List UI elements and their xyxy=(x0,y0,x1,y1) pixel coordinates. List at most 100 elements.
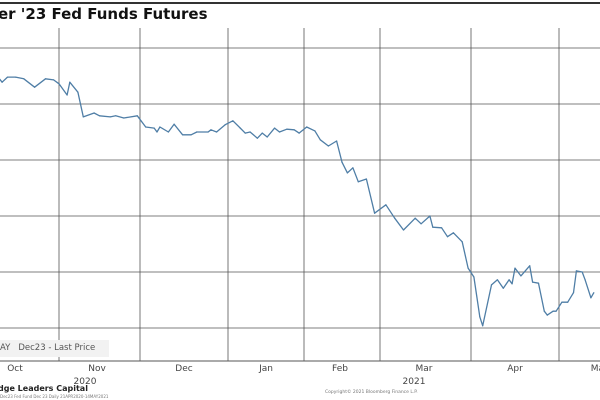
data-point xyxy=(584,279,586,281)
footer-copyright: Copyright© 2021 Bloomberg Finance L.P. xyxy=(325,390,418,395)
data-point xyxy=(537,282,540,284)
data-point xyxy=(239,127,241,129)
data-point xyxy=(532,281,534,283)
data-point xyxy=(210,129,212,131)
data-point xyxy=(232,120,234,122)
data-point xyxy=(555,310,557,312)
data-point xyxy=(306,126,308,128)
data-point xyxy=(529,265,531,267)
data-point xyxy=(82,116,84,118)
data-point xyxy=(261,132,263,134)
data-point xyxy=(123,117,125,119)
data-point xyxy=(432,226,434,228)
data-point xyxy=(115,115,117,117)
data-point xyxy=(429,215,431,217)
data-point xyxy=(346,172,348,174)
data-point xyxy=(590,297,592,299)
data-point xyxy=(224,124,226,126)
data-point xyxy=(196,131,198,133)
data-point xyxy=(575,270,578,272)
data-point xyxy=(15,76,17,78)
data-point xyxy=(23,78,25,80)
data-point xyxy=(53,79,55,81)
data-point xyxy=(1,81,3,83)
data-point xyxy=(336,140,338,142)
data-point xyxy=(286,128,288,130)
data-point xyxy=(182,134,184,136)
data-point xyxy=(520,275,522,277)
data-point xyxy=(173,123,175,125)
data-point xyxy=(93,112,95,114)
data-point xyxy=(552,310,554,312)
data-point xyxy=(543,310,545,312)
data-point xyxy=(98,115,101,117)
data-point xyxy=(441,227,443,229)
data-point xyxy=(479,316,481,318)
x-tick-label-feb: Feb xyxy=(332,364,348,374)
data-point xyxy=(385,204,387,206)
data-point xyxy=(374,212,376,214)
x-tick-label-apr: Apr xyxy=(507,364,523,374)
data-point xyxy=(561,301,563,303)
data-point xyxy=(394,217,396,219)
data-point xyxy=(581,271,583,273)
data-point xyxy=(461,241,463,243)
x-tick-label-dec: Dec xyxy=(175,364,193,374)
data-point xyxy=(136,115,138,117)
data-point xyxy=(341,161,343,163)
plot-area xyxy=(0,28,600,362)
data-point xyxy=(190,134,192,136)
data-point xyxy=(572,292,575,294)
data-point xyxy=(402,229,405,231)
data-point xyxy=(502,287,504,289)
data-point xyxy=(511,283,513,285)
data-point xyxy=(156,131,158,133)
x-tick-label-oct: Oct xyxy=(7,364,23,374)
data-point xyxy=(490,284,493,286)
footer-company-name: dge Leaders Capital xyxy=(0,384,88,393)
data-point xyxy=(467,267,469,269)
data-point xyxy=(482,325,484,327)
data-point xyxy=(278,131,281,133)
data-point xyxy=(249,131,251,133)
data-point xyxy=(546,314,548,316)
data-point xyxy=(216,131,218,133)
footer-chart-info: Dec23 Fed Fund Dec 23 Daily 21APR2020-14… xyxy=(0,394,109,399)
data-point xyxy=(44,78,47,80)
x-tick-label-mar: Mar xyxy=(415,364,433,374)
data-point xyxy=(153,127,155,129)
data-point xyxy=(293,129,295,131)
chart-title: er '23 Fed Funds Futures xyxy=(0,5,208,23)
data-point xyxy=(256,137,258,139)
data-point xyxy=(327,145,329,147)
data-point xyxy=(244,132,246,134)
data-point xyxy=(452,232,454,234)
x-tick-label-nov: Nov xyxy=(88,364,106,374)
data-point xyxy=(34,86,36,88)
series-line-dec23-last-price xyxy=(0,76,595,327)
data-point xyxy=(593,292,595,294)
data-point xyxy=(420,223,422,225)
data-point xyxy=(567,301,569,303)
data-point xyxy=(357,181,359,183)
data-point xyxy=(352,167,354,169)
data-point xyxy=(365,178,367,180)
data-point xyxy=(514,267,516,269)
data-point xyxy=(319,139,321,141)
data-point xyxy=(314,130,316,132)
data-point xyxy=(145,126,147,128)
data-point xyxy=(266,136,268,138)
legend-ticker: AY xyxy=(0,343,11,353)
data-point xyxy=(274,127,276,129)
data-point xyxy=(446,236,449,238)
x-tick-label-may: May xyxy=(590,364,600,374)
x-tick-label-jan: Jan xyxy=(259,364,273,374)
top-border xyxy=(0,2,600,4)
data-point xyxy=(414,217,416,219)
legend: AY Dec23 - Last Price xyxy=(0,340,110,357)
data-point xyxy=(109,116,111,118)
data-point xyxy=(159,126,161,128)
legend-series-label: Dec23 - Last Price xyxy=(18,343,96,353)
gridlines xyxy=(0,28,600,362)
data-point xyxy=(298,132,300,134)
